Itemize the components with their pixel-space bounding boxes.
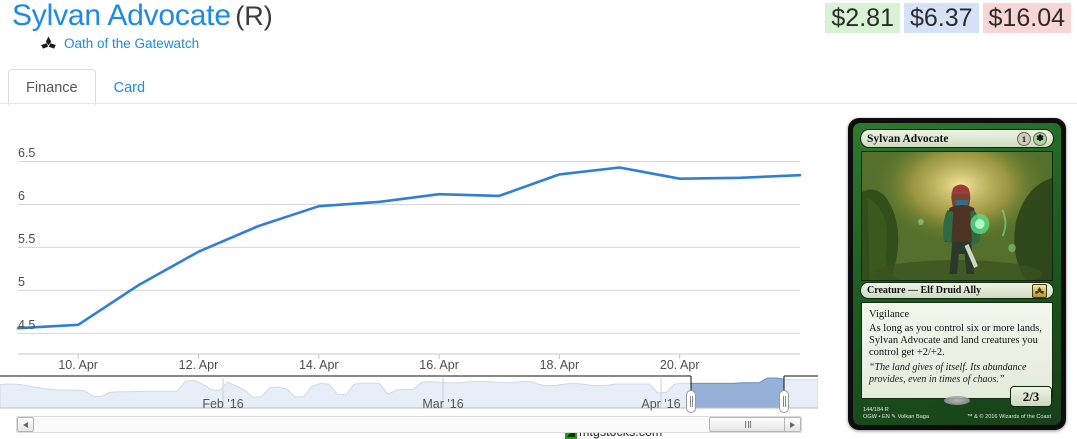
collector-number: 144/184 R <box>863 407 889 413</box>
range-handle-left-icon[interactable] <box>686 390 696 413</box>
card-rules-text: As long as you control six or more lands… <box>869 323 1042 358</box>
scroll-thumb-grip-icon <box>750 421 751 428</box>
x-axis-tick: 10. Apr <box>58 358 98 372</box>
power-toughness: 2/3 <box>1022 388 1040 404</box>
card-type-line: Creature — Elf Druid Ally <box>867 285 982 296</box>
card-artwork <box>861 151 1053 281</box>
range-navigator[interactable]: Feb '16 Mar '16 Apr '16 <box>0 372 818 416</box>
y-axis-tick: 5.5 <box>18 232 36 247</box>
price-line-chart[interactable] <box>0 112 818 360</box>
card-image[interactable]: Sylvan Advocate 1 ❃ <box>848 118 1066 430</box>
card-copyright: ™ & © 2016 Wizards of the Coast <box>966 414 1051 420</box>
card-footer-left: 144/184 R OGW • EN ✎ Volkan Baga <box>863 407 929 421</box>
y-axis-tick: 5 <box>18 275 25 290</box>
mana-cost: 1 ❃ <box>1017 131 1047 146</box>
y-axis-labels: 4.5 5 5.5 6 6.5 <box>0 112 818 360</box>
price-mid[interactable]: $6.37 <box>903 3 979 33</box>
title-row: Sylvan Advocate (R) <box>12 0 273 32</box>
tab-bar: Finance Card <box>8 66 163 105</box>
set-row[interactable]: Oath of the Gatewatch <box>40 36 199 51</box>
card-frame: Sylvan Advocate 1 ❃ <box>853 123 1061 425</box>
set-name-link[interactable]: Oath of the Gatewatch <box>64 36 200 51</box>
x-axis-labels: 10. Apr 12. Apr 14. Apr 16. Apr 18. Apr 20. A… <box>0 352 818 376</box>
y-axis-tick: 4.5 <box>18 318 36 333</box>
scroll-left-button[interactable] <box>17 417 34 432</box>
navigator-label-apr: Apr '16 <box>641 397 681 411</box>
price-low[interactable]: $2.81 <box>825 3 900 33</box>
card-type-bar: Creature — Elf Druid Ally <box>860 282 1054 299</box>
price-high[interactable]: $16.04 <box>982 3 1071 33</box>
price-chart-panel: 4.5 5 5.5 6 6.5 10. Apr 12. Apr 14. Apr 16. Apr… <box>0 112 818 439</box>
scroll-right-arrow-icon <box>790 421 795 428</box>
x-axis-tick: 20. Apr <box>659 358 700 372</box>
range-handle-right-icon[interactable] <box>779 390 789 413</box>
page-header: Sylvan Advocate (R) Oath of the Gatewatc… <box>0 0 1077 62</box>
power-toughness-box: 2/3 <box>1010 386 1052 407</box>
scrollbar-thumb[interactable] <box>709 417 787 432</box>
scroll-left-arrow-icon <box>23 421 28 428</box>
card-name-text: Sylvan Advocate <box>867 132 949 145</box>
navigator-label-mar: Mar '16 <box>422 397 464 411</box>
price-badges: $2.81 $6.37 $16.04 <box>825 3 1071 33</box>
scroll-thumb-grip-icon <box>747 421 749 428</box>
y-axis-tick: 6.5 <box>18 146 36 161</box>
x-axis-tick: 12. Apr <box>178 358 219 372</box>
chart-scrollbar[interactable] <box>16 416 802 433</box>
oath-gatewatch-symbol-icon <box>40 36 57 51</box>
y-axis-tick: 6 <box>18 189 25 204</box>
tab-underline <box>0 103 1077 104</box>
card-name-bar: Sylvan Advocate 1 ❃ <box>860 129 1054 148</box>
tab-finance[interactable]: Finance <box>8 69 96 105</box>
scroll-thumb-grip-icon <box>745 421 746 428</box>
navigator-label-feb: Feb '16 <box>202 397 244 411</box>
scroll-right-button[interactable] <box>784 417 801 432</box>
card-keyword: Vigilance <box>869 309 910 320</box>
x-axis-tick: 18. Apr <box>539 358 580 372</box>
set-artist: OGW • EN ✎ Volkan Baga <box>863 414 930 420</box>
page-title[interactable]: Sylvan Advocate <box>12 0 231 32</box>
mana-green-icon: ❃ <box>1033 131 1047 146</box>
card-text-box: Vigilance As long as you control six or … <box>861 302 1053 399</box>
rarity-suffix: (R) <box>235 1 273 31</box>
tab-card[interactable]: Card <box>113 80 146 96</box>
x-axis-tick: 14. Apr <box>298 358 339 372</box>
x-axis-tick: 16. Apr <box>419 358 459 372</box>
holofoil-stamp-icon <box>944 396 970 405</box>
ogw-expansion-symbol-icon <box>1032 283 1047 298</box>
mana-generic-1-icon: 1 <box>1017 131 1031 146</box>
card-flavor-text: “The land gives of itself. Its abundance… <box>869 362 1027 385</box>
